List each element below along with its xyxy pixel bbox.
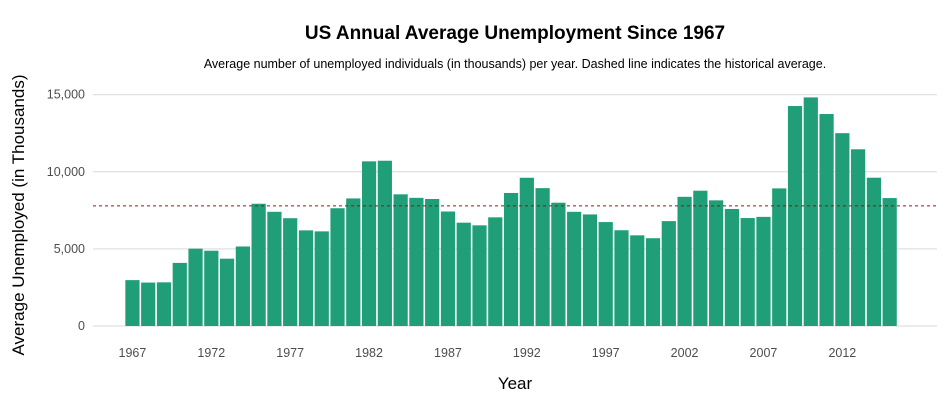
bar-2014 (866, 177, 881, 326)
chart-subtitle: Average number of unemployed individuals… (204, 57, 826, 71)
bar-1994 (551, 202, 566, 326)
bar-2012 (835, 133, 850, 326)
y-tick-label: 5,000 (54, 242, 85, 256)
y-axis-title: Average Unemployed (in Thousands) (9, 75, 28, 356)
bar-2010 (803, 97, 818, 326)
bar-2009 (787, 106, 803, 326)
x-tick-label: 1997 (592, 346, 620, 360)
bar-1980 (330, 208, 345, 326)
bar-1986 (425, 198, 440, 326)
bar-1970 (172, 262, 187, 326)
bar-2004 (709, 200, 724, 326)
bar-2001 (661, 221, 676, 326)
bar-1983 (377, 160, 392, 326)
bar-1996 (582, 214, 598, 326)
bar-1978 (298, 230, 314, 326)
bar-1995 (567, 211, 582, 326)
bar-1984 (393, 194, 408, 326)
chart-title: US Annual Average Unemployment Since 196… (305, 23, 725, 44)
x-tick-label: 1982 (355, 346, 383, 360)
x-axis-title: Year (498, 374, 533, 393)
bar-2015 (882, 198, 897, 326)
x-tick-label: 2002 (671, 346, 699, 360)
x-tick-label: 1987 (434, 346, 462, 360)
bar-1985 (409, 197, 424, 326)
bars (125, 97, 897, 327)
x-axis-ticks: 1967 1972 1977 1982 1987 1992 1997 2002 2007 2012 (119, 346, 857, 360)
bar-1973 (219, 258, 235, 326)
x-tick-label: 1972 (197, 346, 225, 360)
bar-1969 (156, 282, 172, 326)
bar-1981 (346, 198, 361, 326)
bar-2007 (756, 216, 771, 326)
x-tick-label: 1977 (276, 346, 304, 360)
y-tick-label: 0 (78, 319, 85, 333)
bar-2003 (693, 190, 708, 326)
x-tick-label: 2012 (828, 346, 856, 360)
bar-1990 (488, 217, 503, 326)
bar-1971 (188, 248, 203, 326)
bar-1967 (125, 280, 140, 326)
x-tick-label: 1967 (119, 346, 147, 360)
bar-2013 (851, 149, 866, 326)
bar-1997 (598, 222, 613, 326)
bar-2000 (645, 238, 661, 326)
bar-1976 (267, 211, 282, 326)
y-tick-label: 15,000 (47, 88, 85, 102)
x-tick-label: 1992 (513, 346, 541, 360)
bar-1988 (456, 222, 471, 326)
bar-1998 (614, 230, 629, 326)
bar-2006 (740, 218, 755, 326)
bar-1987 (440, 211, 456, 326)
bar-2005 (724, 208, 740, 326)
bar-1993 (535, 188, 550, 326)
bar-1989 (472, 225, 487, 326)
y-tick-label: 10,000 (47, 165, 85, 179)
x-tick-label: 2007 (750, 346, 778, 360)
bar-1979 (314, 231, 329, 326)
bar-1968 (141, 282, 156, 326)
bar-1975 (251, 203, 266, 326)
bar-1977 (283, 218, 298, 326)
bar-1992 (519, 177, 534, 326)
bar-1972 (204, 250, 219, 326)
bar-2008 (772, 188, 787, 326)
bar-2011 (819, 114, 834, 327)
bar-1999 (630, 235, 645, 326)
y-axis-ticks: 0 5,000 10,000 15,000 (47, 88, 85, 333)
bar-1974 (235, 246, 250, 326)
bar-1991 (503, 192, 519, 326)
bar-1982 (361, 161, 377, 326)
bar-2002 (677, 196, 692, 326)
